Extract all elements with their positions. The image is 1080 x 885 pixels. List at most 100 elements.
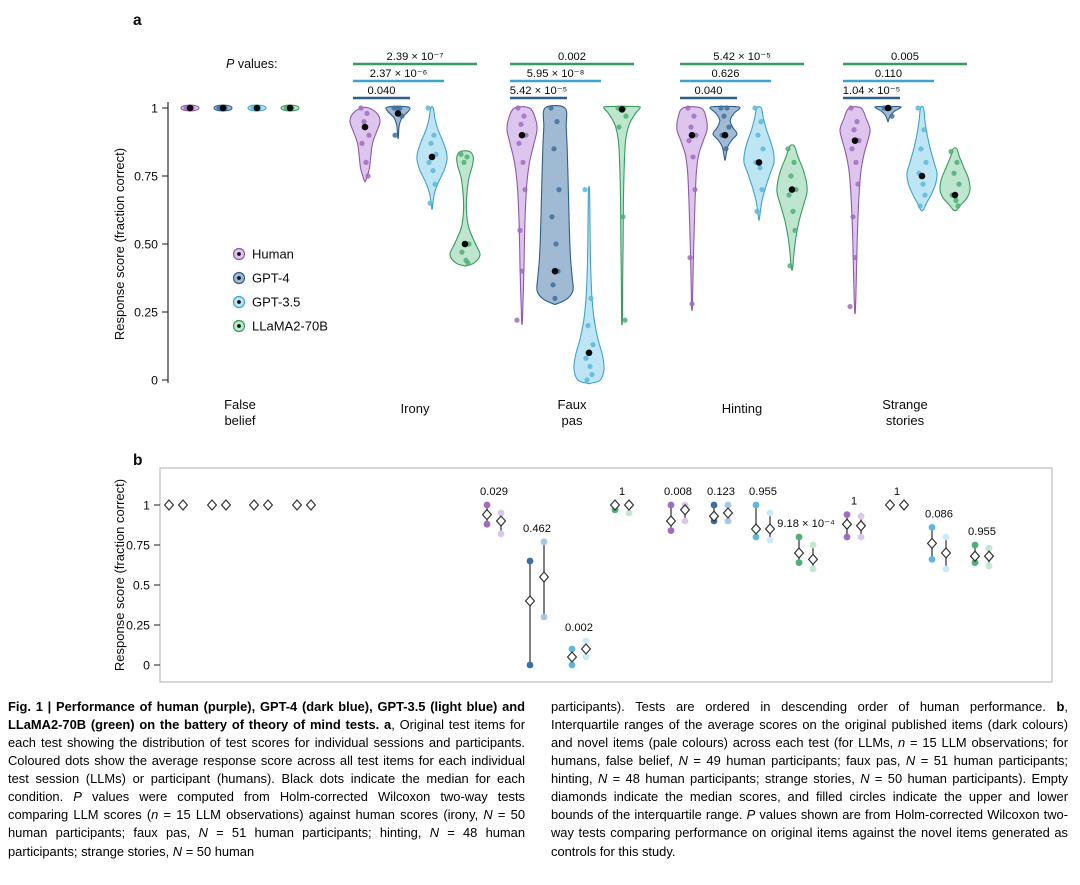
- median-dot: [551, 267, 559, 275]
- session-average-dot: [364, 110, 370, 117]
- novel-median-diamond: [983, 550, 995, 563]
- p-value-label: 9.18 × 10⁻⁴: [777, 518, 835, 530]
- x-category-label-strange-stories: stories: [886, 413, 925, 428]
- violin-hinting-gpt-4: [709, 105, 741, 161]
- caption-text-run: participants). Tests are ordered in desc…: [551, 699, 1057, 714]
- violin-false-belief-gpt-4: [213, 104, 233, 112]
- legend-label-gpt-4: GPT-4: [252, 271, 290, 286]
- original-lower-bound-dot: [928, 556, 936, 563]
- session-average-dot: [786, 192, 792, 198]
- session-average-dot: [948, 148, 954, 155]
- x-category-label-false-belief: belief: [224, 413, 255, 428]
- original-lower-bound-dot: [568, 661, 576, 669]
- y-tick-label: 0.25: [134, 305, 158, 319]
- session-average-dot: [520, 159, 526, 165]
- session-average-dot: [584, 377, 590, 383]
- p-value-label: 0.626: [712, 68, 740, 80]
- p-value-label: 0.040: [695, 85, 723, 97]
- caption-text-run: = 48 human participants; strange stories…: [607, 771, 861, 787]
- session-average-dot: [915, 105, 921, 111]
- novel-lower-bound-dot: [540, 613, 548, 621]
- original-upper-bound-dot: [752, 501, 760, 509]
- iqr-pair-hinting-llama2-70b: 9.18 × 10⁻⁴: [777, 518, 835, 573]
- session-average-dot: [760, 146, 766, 152]
- session-average-dot: [759, 187, 765, 193]
- legend-marker-median-dot: [237, 300, 241, 304]
- panel-a-label: a: [133, 12, 142, 29]
- original-lower-bound-dot: [843, 533, 851, 541]
- session-average-dot: [517, 227, 523, 233]
- novel-median-diamond: [898, 499, 910, 511]
- caption-text-run: = 51 human participants; hinting,: [551, 753, 1068, 787]
- original-median-diamond: [481, 508, 493, 521]
- novel-median-diamond: [807, 553, 819, 566]
- p-value-label: 1: [894, 486, 900, 498]
- violin-false-belief-llama2-70b: [280, 104, 300, 112]
- iqr-pair-strange-stories-gpt-3-5: 0.086: [925, 508, 953, 573]
- p-value-label: 0.002: [565, 622, 593, 634]
- session-average-dot: [791, 159, 797, 165]
- caption-text-run: N: [198, 825, 208, 841]
- novel-median-diamond: [940, 547, 952, 559]
- session-average-dot: [726, 124, 732, 130]
- original-upper-bound-dot: [928, 524, 936, 531]
- session-average-dot: [757, 165, 763, 171]
- caption-text-run: = 49 human participants; faux pas,: [687, 753, 906, 769]
- figure-caption: Fig. 1 | Performance of human (purple), …: [0, 690, 1080, 861]
- session-average-dot: [889, 113, 895, 119]
- session-average-dot: [687, 255, 693, 261]
- iqr-pair-strange-stories-human: 1: [841, 496, 867, 541]
- p-value-label: 5.42 × 10⁻⁵: [713, 51, 771, 63]
- violin-faux-pas-gpt-3-5: [573, 185, 605, 385]
- median-dot: [585, 349, 593, 357]
- iqr-pair-faux-pas-gpt-3-5: 0.002: [565, 622, 593, 669]
- session-average-dot: [426, 159, 432, 165]
- session-average-dot: [692, 187, 698, 193]
- x-category-label-faux-pas: Faux: [558, 397, 587, 412]
- original-median-diamond: [566, 651, 578, 663]
- session-average-dot: [514, 317, 520, 323]
- session-average-dot: [430, 167, 436, 174]
- session-average-dot: [553, 241, 559, 247]
- panel-b-frame: [159, 467, 1053, 683]
- violin-false-belief-human: [180, 104, 200, 112]
- session-average-dot: [366, 132, 372, 138]
- iqr-pair-hinting-gpt-3-5: 0.955: [749, 486, 777, 544]
- session-average-dot: [685, 105, 691, 111]
- session-average-dot: [548, 105, 554, 111]
- original-upper-bound-dot: [795, 533, 803, 541]
- original-median-diamond: [708, 510, 720, 523]
- p-value-label: 5.42 × 10⁻⁵: [510, 85, 568, 97]
- original-median-diamond: [841, 518, 853, 531]
- median-dot: [361, 123, 369, 131]
- session-average-dot: [359, 140, 365, 146]
- session-average-dot: [849, 146, 855, 152]
- session-average-dot: [459, 249, 465, 255]
- novel-upper-bound-dot: [497, 509, 505, 517]
- y-tick-label: 0: [151, 373, 158, 387]
- p-value-label: 1: [619, 486, 625, 498]
- iqr-pair-faux-pas-human: 0.029: [480, 486, 508, 538]
- session-average-dot: [917, 203, 923, 209]
- legend: Human GPT-4 GPT-3.5 LLaMA2-70B: [232, 247, 328, 334]
- y-tick-label: 0.25: [126, 618, 150, 632]
- violin-strange-stories-gpt-4: [874, 104, 902, 123]
- violin-shape: [349, 106, 381, 183]
- violin-hinting-human: [676, 105, 708, 312]
- caption-text-run: N: [678, 753, 688, 769]
- violin-shape: [906, 105, 938, 212]
- panel-b-y-axis-title: Response score (fraction correct): [112, 479, 127, 671]
- novel-median-diamond: [580, 643, 592, 655]
- session-average-dot: [758, 119, 764, 125]
- violin-faux-pas-gpt-4: [536, 105, 574, 306]
- violin-shape: [939, 147, 971, 212]
- p-value-label: 0.110: [875, 68, 902, 80]
- session-average-dot: [582, 187, 588, 193]
- p-value-label: 1: [851, 496, 857, 508]
- median-dot: [428, 153, 436, 161]
- median-dot: [884, 104, 892, 112]
- p-value-label: 0.029: [480, 486, 508, 498]
- p-value-label: 0.040: [368, 85, 396, 97]
- session-average-dot: [956, 181, 962, 187]
- session-average-dot: [954, 159, 960, 165]
